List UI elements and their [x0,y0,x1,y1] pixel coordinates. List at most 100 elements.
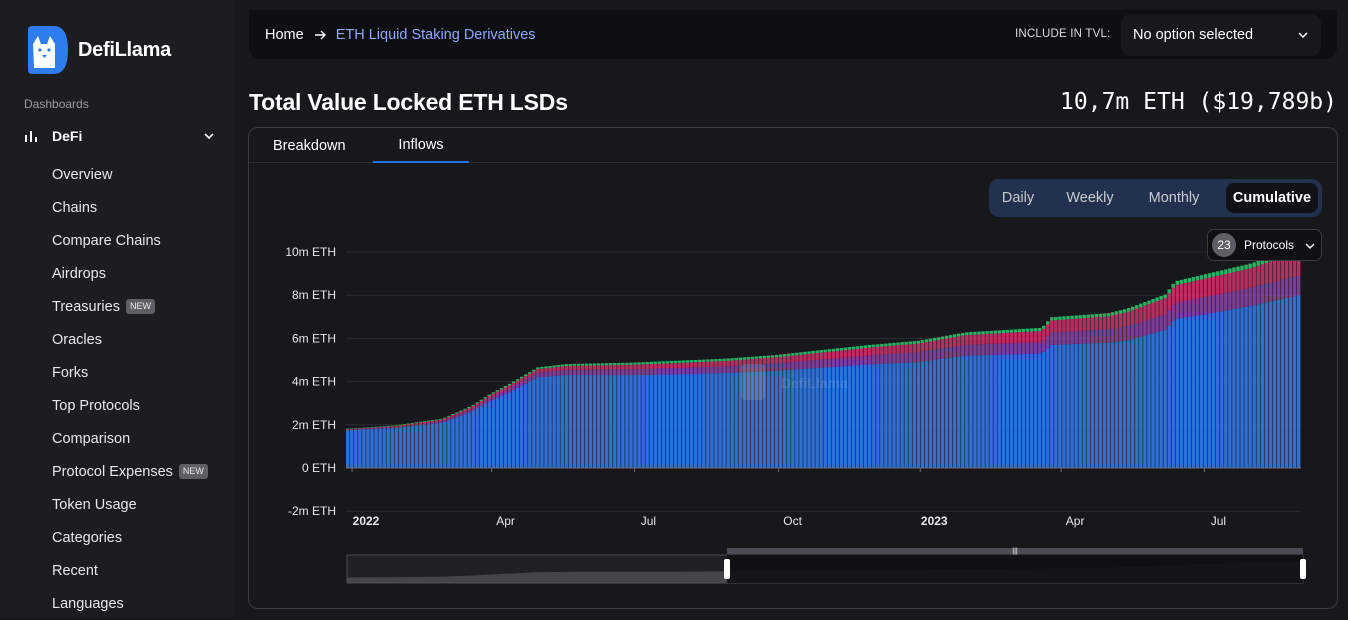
bar-others [1070,315,1074,319]
sidebar-item-recent[interactable]: Recent [52,562,98,579]
logo[interactable]: DefiLlama [24,24,171,76]
bar-rocket-pool [657,363,662,369]
watermark-logo-icon [741,364,765,400]
sidebar-item-chains[interactable]: Chains [52,199,98,216]
bar-lido [1025,353,1030,468]
bar-rocket-pool [932,340,937,350]
granularity-weekly[interactable]: Weekly [1066,190,1114,206]
bar-lido [548,376,552,468]
bar-rocket-pool [1102,316,1107,330]
bar-rocket-pool [835,350,840,359]
tvl-select[interactable]: No option selected [1121,14,1321,56]
bar-others [831,348,836,352]
bar-rocket-pool [936,340,941,350]
granularity-daily[interactable]: Daily [1001,190,1035,206]
bar-lido [1191,316,1196,468]
sidebar-item-overview[interactable]: Overview [52,166,113,183]
bar-lido [940,358,945,468]
llama-logo-icon [28,26,68,74]
bar-coinbase-wrapped-staked-eth [1037,341,1042,354]
bar-rocket-pool [617,365,621,370]
bar-rocket-pool [981,334,985,345]
bar-others [1074,315,1078,319]
bar-coinbase-wrapped-staked-eth [1070,331,1074,345]
bar-lido [673,374,678,468]
bar-lido [1078,343,1082,468]
bar-rocket-pool [430,420,435,423]
bar-lido [677,374,682,468]
range-slider-handle-left[interactable] [724,559,730,579]
bar-coinbase-wrapped-staked-eth [1090,330,1095,344]
bar-lido [766,371,771,468]
bar-others [900,342,904,345]
bar-lido [1236,308,1240,468]
bar-coinbase-wrapped-staked-eth [515,383,520,388]
sidebar-group-defi[interactable]: DeFi [24,126,216,146]
bar-rocket-pool [641,364,645,369]
bar-others [621,362,625,365]
bar-others [1050,317,1054,321]
protocols-filter[interactable]: 23 Protocols [1207,229,1322,261]
x-tick-label: Jul [641,514,656,528]
bar-rocket-pool [807,353,811,361]
bar-others [912,341,916,344]
bar-lido [560,375,564,468]
sidebar-item-token-usage[interactable]: Token Usage [52,496,137,513]
bar-rocket-pool [1248,268,1252,288]
chevron-down-icon[interactable] [202,129,216,143]
sidebar-item-compare-chains[interactable]: Compare Chains [52,232,161,249]
bar-lido [694,373,698,468]
bar-coinbase-wrapped-staked-eth [936,349,941,360]
sidebar-item-categories[interactable]: Categories [52,529,123,546]
bar-lido [1050,344,1054,468]
sidebar-item-comparison[interactable]: Comparison [52,430,131,447]
sidebar-item-treasuries[interactable]: Treasuries NEW [52,290,208,323]
sidebar-item-top-protocols[interactable]: Top Protocols [52,397,140,414]
bar-lido [681,373,686,468]
bar-coinbase-wrapped-staked-eth [613,369,617,376]
range-slider-handle-right[interactable] [1300,559,1306,579]
sidebar-section-title: Dashboards [24,97,89,111]
bar-others [1216,271,1220,276]
bar-coinbase-wrapped-staked-eth [1155,316,1159,333]
bar-others [572,363,577,366]
sidebar-item-languages[interactable]: Languages [52,595,124,612]
bar-rocket-pool [766,357,771,364]
bar-others [977,331,981,335]
granularity-monthly[interactable]: Monthly [1148,190,1200,206]
bar-rocket-pool [463,409,467,412]
breadcrumb-home[interactable]: Home [265,27,304,43]
sidebar-item-airdrops[interactable]: Airdrops [52,265,106,282]
bar-rocket-pool [426,421,431,423]
bar-lido [1106,342,1111,468]
bar-coinbase-wrapped-staked-eth [722,366,726,374]
bar-coinbase-wrapped-staked-eth [657,368,662,375]
bar-others [459,410,463,412]
bar-rocket-pool [839,350,844,358]
breadcrumb-current[interactable]: ETH Liquid Staking Derivatives [335,27,536,43]
sidebar-item-forks[interactable]: Forks [52,364,89,381]
bar-others [544,366,548,369]
bar-others [791,353,795,356]
bar-rocket-pool [1086,317,1090,331]
bar-others [677,360,682,363]
tab-breakdown[interactable]: Breakdown [273,137,346,154]
tab-inflows[interactable]: Inflows [373,128,469,163]
bar-lido [576,375,581,468]
sidebar-item-protocol-expenses[interactable]: Protocol Expenses NEW [52,455,208,488]
bar-rocket-pool [827,351,831,359]
sidebar-item-oracles[interactable]: Oracles [52,331,102,348]
bar-others [540,366,544,369]
bar-others [451,414,455,416]
bar-others [354,428,358,429]
bar-coinbase-wrapped-staked-eth [661,368,666,375]
bar-rocket-pool [859,348,864,357]
granularity-cumulative[interactable]: Cumulative [1226,183,1318,213]
bar-lido [540,376,544,468]
bar-coinbase-wrapped-staked-eth [1131,324,1135,340]
bar-lido [1155,332,1159,468]
bar-others [714,359,718,362]
bar-others [1062,316,1066,320]
bar-lido [847,365,852,468]
bar-lido [443,421,447,468]
